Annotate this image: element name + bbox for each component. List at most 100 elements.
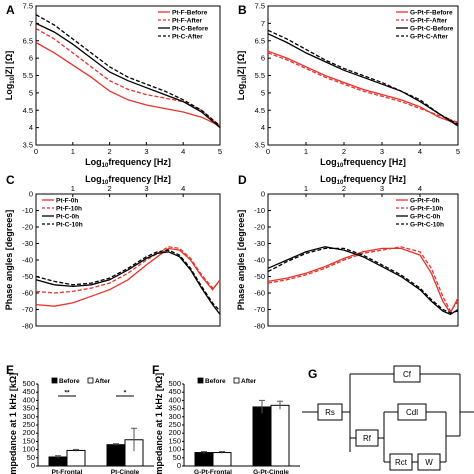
x-tick-label: 5 [218,147,222,156]
legend-label: Before [59,378,80,385]
label-cf: Cf [403,370,412,379]
y-tick-label: 6 [29,54,33,63]
legend-label: Pt-C-0h [56,213,79,220]
label-rf: Rf [363,434,372,443]
significance-mark: ** [64,390,70,397]
y-tick-label: -70 [254,305,265,314]
legend-swatch [87,377,94,384]
bar-before-g-pt-cingle [252,406,272,467]
y-axis-label-d: Phase angles [degrees] [236,210,246,311]
y-tick-label: 250 [22,420,35,429]
legend-label: After [95,378,111,385]
legend-label: Pt-C-Before [172,25,208,32]
significance-mark: * [124,390,127,397]
x-tick-label: 1 [71,184,75,193]
panel-letter-e: E [6,363,14,377]
x-tick-label: 3 [144,184,148,193]
y-tick-label: 0 [261,190,265,199]
panel-g-circuit: G Rs Cf Rf Cdl [302,365,474,471]
y-tick-label: 7 [29,19,33,28]
legend-label: Pt-F-0h [56,197,78,204]
y-tick-label: 50 [173,453,181,462]
series-line-g-pt-f-before [267,50,459,125]
y-axis-label-c: Phase angles [degrees] [4,210,14,311]
y-tick-label: 6.5 [255,36,265,45]
capacitor-cf [393,365,421,383]
resistor-rf [355,429,379,447]
y-tick-label: 50 [27,453,35,462]
y-tick-label: 6 [261,54,265,63]
panel-letter-b: B [238,3,247,17]
y-tick-label: -20 [254,223,265,232]
y-tick-label: -50 [22,272,33,281]
series-line-pt-f-0h [35,247,221,307]
series-line-g-pt-c-0h [267,246,459,316]
series-line-g-pt-f-after [267,52,459,124]
legend-label: Pt-F-After [172,17,202,24]
bar-before-pt-frontal [48,456,68,467]
x-tick-label: 1 [71,147,75,156]
y-tick-label: 500 [22,379,35,388]
y-tick-label: 150 [22,436,35,445]
y-tick-label: 150 [168,436,181,445]
y-tick-label: 4 [29,123,33,132]
bar-after-pt-frontal [66,449,86,467]
x-tick-label: 4 [418,184,422,193]
y-tick-label: 200 [168,428,181,437]
y-tick-label: 400 [168,395,181,404]
x-tick-label: 0 [34,147,38,156]
x-axis-label-c: Log10frequency [Hz] [85,174,171,186]
y-tick-label: 450 [22,387,35,396]
y-tick-label: 0 [29,190,33,199]
legend-label: Pt-F-Before [172,9,208,16]
x-axis-label-a: Log10frequency [Hz] [85,157,171,169]
panel-a: A 0 1 2 3 4 5 3.5 4 4.5 5 5.5 6 6.5 7 7.5 Log10frequency… [4,2,222,170]
series-line-pt-c-before [35,22,221,129]
x-tick-label: 2 [342,184,346,193]
series-line-g-pt-f-10h [267,246,459,313]
bar-before-pt-cingle [106,444,126,467]
y-tick-label: 5 [29,88,33,97]
y-tick-label: 5 [261,88,265,97]
y-tick-label: 3.5 [255,141,265,150]
x-tick-label: 2 [108,184,112,193]
category-label: G-Pt-Cingle [253,469,289,474]
x-tick-label: 3 [144,147,148,156]
label-w: W [425,458,433,467]
y-tick-label: -30 [22,239,33,248]
y-tick-label: -70 [22,305,33,314]
y-tick-label: -10 [22,206,33,215]
y-tick-label: 6.5 [23,36,33,45]
y-tick-label: 0 [31,461,35,470]
resistor-rct [389,453,413,471]
y-tick-label: 7.5 [255,2,265,11]
panel-letter-c: C [6,173,15,187]
legend-label: G-Pt-F-0h [410,197,440,204]
legend-label: G-Pt-F-Before [410,9,453,16]
y-tick-label: 5.5 [255,71,265,80]
series-line-pt-c-after [35,14,221,127]
legend-label: G-Pt-F-10h [410,205,443,212]
bar-after-g-pt-frontal [212,452,232,467]
y-tick-label: 4.5 [255,106,265,115]
y-tick-label: 350 [168,404,181,413]
panel-letter-d: D [238,173,247,187]
panel-letter-a: A [6,3,15,17]
bar-after-g-pt-cingle [270,404,290,467]
legend-swatch [51,377,58,384]
category-label: Pt-Frontal [52,469,83,474]
label-rct: Rct [395,458,408,467]
category-label: G-Pt-Frontal [194,469,232,474]
x-tick-label: 2 [108,147,112,156]
x-tick-label: 4 [181,184,185,193]
y-axis-label-e: Impedance at 1 kHz [kΩ] [8,373,18,474]
legend-label: G-Pt-C-After [410,33,448,40]
y-tick-label: -20 [22,223,33,232]
series-line-pt-f-before [35,41,221,127]
x-tick-label: 4 [418,147,422,156]
panel-letter-g: G [308,367,317,381]
series-line-g-pt-f-0h [267,247,459,315]
